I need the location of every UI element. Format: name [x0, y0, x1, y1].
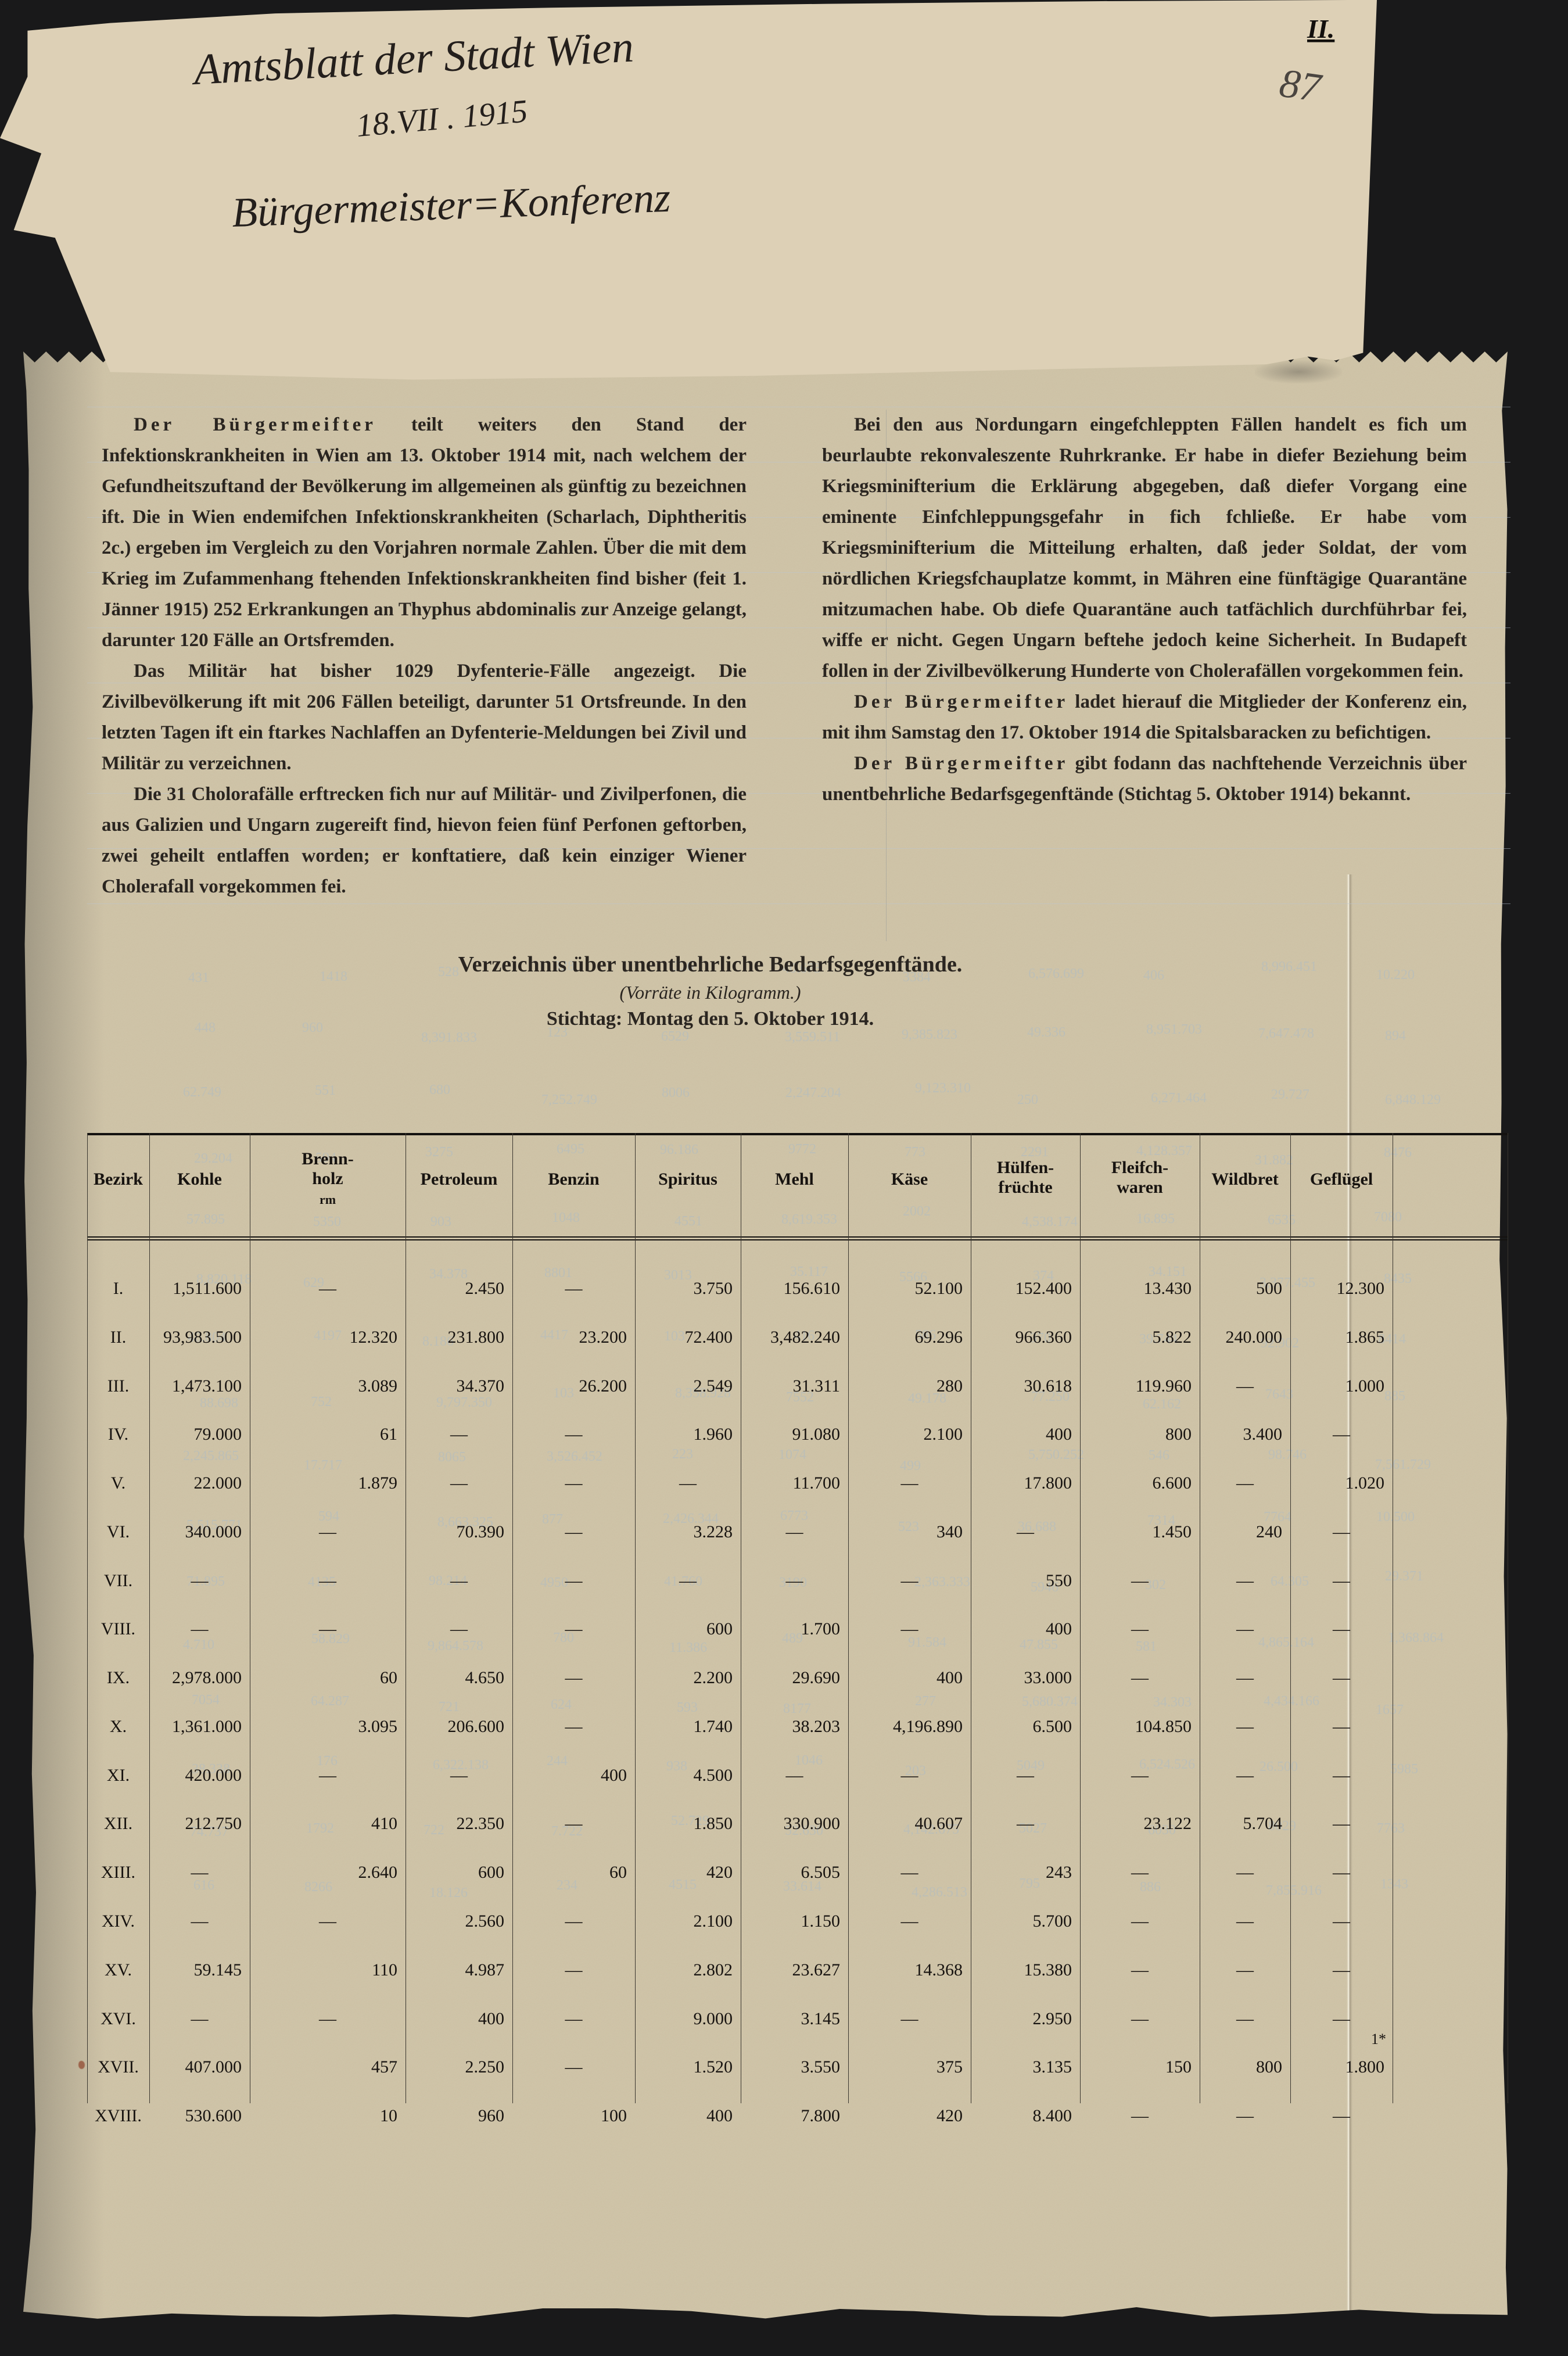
svg-text:Bürgermeister=Konferenz: Bürgermeister=Konferenz: [231, 174, 671, 236]
svg-text:II.: II.: [1307, 14, 1334, 44]
svg-text:18.VII . 1915: 18.VII . 1915: [355, 93, 529, 144]
svg-text:Amtsblatt der Stadt Wien: Amtsblatt der Stadt Wien: [190, 22, 635, 94]
svg-text:87: 87: [1277, 61, 1325, 111]
